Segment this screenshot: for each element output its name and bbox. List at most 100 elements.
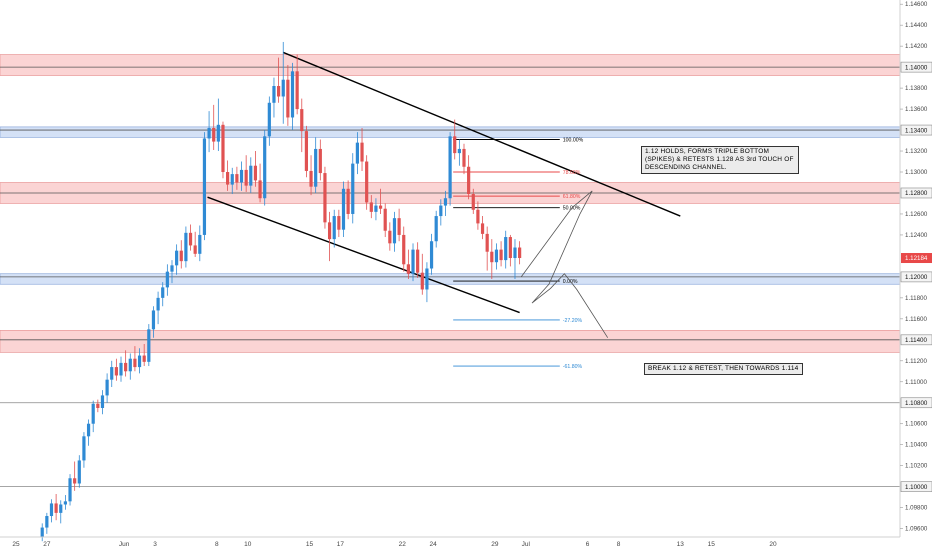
annotation-break-retest: BREAK 1.12 & RETEST, THEN TOWARDS 1.114 xyxy=(644,363,803,375)
candle-body xyxy=(332,216,336,240)
candle-body xyxy=(351,163,355,214)
candle xyxy=(323,166,327,229)
candle xyxy=(68,474,72,506)
candle xyxy=(128,353,132,380)
candle xyxy=(193,231,197,257)
candle xyxy=(54,493,58,521)
time-axis[interactable]: 25 27 Jun 3 8 10 15 17 22 24 29 Jul 6 8 13 15 20 xyxy=(0,536,900,548)
time-tick-label: 6 xyxy=(586,541,590,548)
candle-body xyxy=(249,165,253,186)
candle xyxy=(73,461,77,491)
candle xyxy=(100,390,105,415)
candle xyxy=(425,262,429,303)
time-tick-label: Jun xyxy=(119,541,130,548)
candle-body xyxy=(114,367,118,376)
candle-body xyxy=(77,460,81,484)
candle xyxy=(165,264,169,296)
projection-path xyxy=(520,190,609,338)
candle xyxy=(499,241,503,267)
candle xyxy=(369,195,373,219)
candle xyxy=(59,500,63,524)
candle-body xyxy=(147,329,151,362)
candle xyxy=(494,243,499,270)
candle-body xyxy=(504,237,508,261)
candle-body xyxy=(323,173,327,223)
price-axis[interactable]: 1.14600 1.14400 1.14200 1.13800 1.13600 1.132… xyxy=(899,0,932,537)
candle-body xyxy=(471,194,475,210)
candle xyxy=(374,198,378,221)
candle-body xyxy=(429,241,434,269)
candle xyxy=(518,241,522,265)
candle xyxy=(110,360,114,388)
candle xyxy=(170,260,174,284)
candle xyxy=(49,499,54,523)
candle xyxy=(314,137,318,193)
candle-body xyxy=(416,249,420,273)
price-level-tag xyxy=(900,61,932,73)
candle xyxy=(392,211,397,252)
channel-upper-line xyxy=(282,51,681,217)
candle xyxy=(304,125,309,178)
candle-body xyxy=(105,379,109,396)
candle-body xyxy=(175,250,179,266)
fib-level-label: 100.00% xyxy=(563,137,584,143)
candle-body xyxy=(221,124,225,173)
candle xyxy=(295,54,299,115)
candle xyxy=(267,96,271,146)
time-tick-label: 27 xyxy=(43,541,51,548)
candle-body xyxy=(337,216,341,230)
candle-body xyxy=(137,355,142,368)
candle-body xyxy=(142,355,146,362)
candle xyxy=(453,119,457,160)
price-tick-label: 1.14400 xyxy=(905,22,928,29)
fib-level-label: 0.00% xyxy=(563,279,578,285)
current-price-label: 1.12184 xyxy=(905,255,928,262)
candle xyxy=(105,373,109,403)
candle xyxy=(318,139,322,181)
price-level-tag-label: 1.11400 xyxy=(905,337,927,344)
candle xyxy=(45,512,49,534)
candle-body xyxy=(281,79,285,97)
price-level-tag-label: 1.12800 xyxy=(905,190,928,197)
candle xyxy=(462,143,466,175)
candle-body xyxy=(202,138,207,235)
candle-body xyxy=(170,265,174,272)
candle-body xyxy=(309,170,313,187)
candle xyxy=(277,57,281,103)
candle-body xyxy=(467,166,471,195)
candle-body xyxy=(411,249,415,274)
price-tick-label: 1.10600 xyxy=(905,421,928,428)
candle xyxy=(82,432,86,468)
candle xyxy=(179,240,183,269)
candle xyxy=(216,98,220,152)
candle-body xyxy=(346,188,350,214)
price-level-tag xyxy=(900,124,932,136)
candle xyxy=(416,242,420,278)
candle xyxy=(137,348,142,374)
candle-body xyxy=(406,264,410,274)
time-tick-label: 25 xyxy=(12,541,20,548)
candle xyxy=(40,523,44,542)
price-tick-label: 1.10400 xyxy=(905,442,928,449)
time-tick-label: Jul xyxy=(522,541,531,548)
candle-body xyxy=(96,403,100,408)
candle xyxy=(226,160,230,191)
price-tick-label: 1.13200 xyxy=(905,148,928,155)
candle xyxy=(86,419,91,446)
candle-body xyxy=(518,247,522,259)
price-level-tag-label: 1.10000 xyxy=(905,484,928,491)
candle xyxy=(198,225,202,262)
candle-body xyxy=(244,169,248,186)
candle xyxy=(383,203,387,238)
candle-body xyxy=(161,287,165,298)
candle-body xyxy=(54,503,58,513)
candle-body xyxy=(286,79,290,118)
candle-body xyxy=(327,222,332,240)
candle xyxy=(471,188,475,214)
candle xyxy=(258,163,262,203)
candle xyxy=(239,161,244,191)
candle-body xyxy=(68,478,72,502)
candle xyxy=(360,127,364,171)
candle xyxy=(420,253,424,295)
